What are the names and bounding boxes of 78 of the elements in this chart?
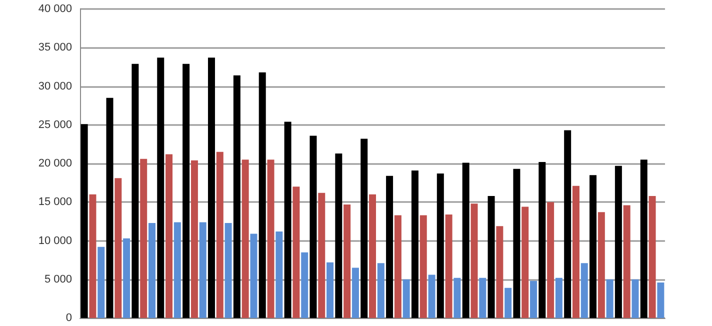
bar	[504, 288, 512, 318]
bar	[479, 278, 486, 318]
bar	[360, 138, 368, 318]
bar	[140, 158, 148, 318]
bar	[369, 194, 376, 318]
bar	[132, 64, 139, 318]
y-tick-label: 20 000	[38, 158, 72, 170]
bar	[80, 124, 88, 318]
bar	[301, 252, 308, 318]
bar	[224, 222, 232, 318]
bar	[98, 246, 105, 318]
bar	[420, 215, 427, 318]
y-tick-label: 25 000	[38, 118, 72, 131]
bar	[614, 166, 622, 318]
bar	[394, 215, 402, 318]
bar	[590, 175, 597, 318]
bar	[436, 174, 444, 318]
bar	[114, 178, 122, 318]
bar	[547, 202, 554, 318]
bar	[402, 279, 410, 318]
bar	[284, 122, 292, 318]
bar	[513, 168, 520, 318]
bar	[166, 154, 173, 318]
bar	[538, 162, 546, 318]
bar	[555, 278, 562, 318]
bar	[276, 231, 283, 318]
bar	[174, 222, 181, 318]
bar	[199, 222, 206, 318]
y-tick-label: 30 000	[38, 80, 72, 92]
bar	[182, 64, 190, 318]
bar	[258, 72, 266, 318]
bar	[89, 194, 96, 318]
bar	[216, 152, 224, 318]
bar	[462, 162, 470, 318]
bar	[657, 282, 664, 318]
bar	[623, 205, 630, 318]
bar	[326, 262, 334, 318]
bar	[148, 222, 156, 318]
y-tick-label: 15 000	[38, 196, 72, 208]
bar	[233, 75, 240, 318]
bar	[632, 279, 639, 318]
bar	[640, 160, 648, 318]
bar	[157, 58, 164, 318]
bar	[318, 192, 326, 318]
bar	[606, 279, 614, 318]
bar	[250, 234, 258, 318]
bar	[292, 186, 300, 318]
y-tick-label: 40 000	[38, 3, 72, 15]
bar	[344, 204, 351, 318]
y-tick-label: 5 000	[44, 273, 72, 286]
bar	[310, 136, 317, 318]
bar	[572, 186, 580, 318]
y-tick-label: 10 000	[38, 234, 72, 247]
bar	[190, 160, 198, 318]
y-tick-label: 35 000	[38, 42, 72, 54]
bar	[564, 130, 572, 318]
bar	[445, 214, 452, 318]
bar	[335, 153, 342, 318]
bar	[352, 268, 359, 318]
bar	[598, 212, 605, 318]
bar	[377, 263, 384, 318]
bar	[208, 58, 215, 318]
bar	[242, 160, 249, 318]
bar	[530, 280, 538, 318]
bar	[386, 176, 394, 318]
bar	[454, 278, 461, 318]
bar	[522, 206, 529, 318]
bar	[428, 274, 436, 318]
bar	[470, 204, 478, 318]
bar	[488, 196, 495, 318]
bar	[496, 226, 504, 318]
bar	[123, 238, 130, 318]
y-tick-label: 0	[66, 312, 72, 324]
bar	[648, 196, 656, 318]
bar	[267, 160, 274, 318]
bar	[411, 170, 418, 318]
bar	[106, 98, 114, 318]
bar	[580, 263, 588, 318]
